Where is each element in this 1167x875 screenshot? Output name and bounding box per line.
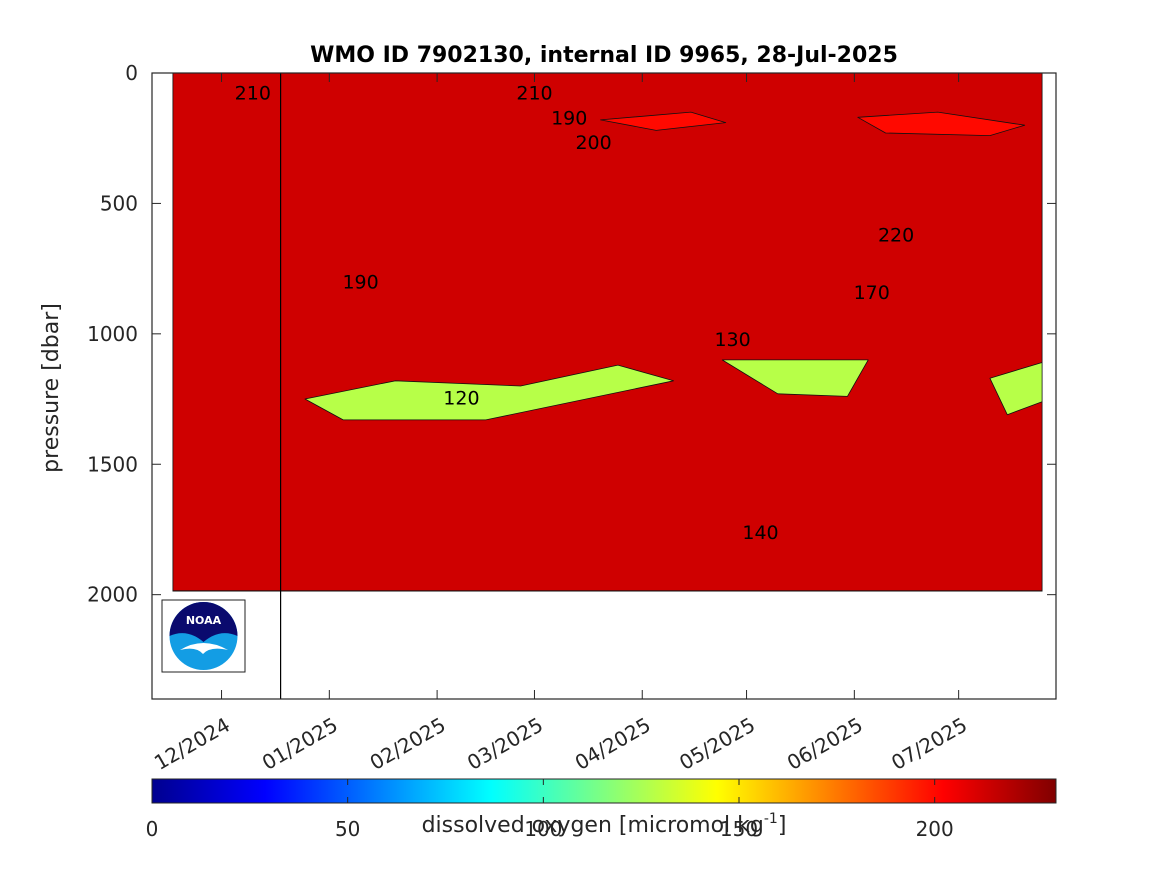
x-tick-label: 04/2025 bbox=[571, 713, 655, 775]
contour-island bbox=[304, 364, 674, 421]
x-tick-label: 05/2025 bbox=[675, 713, 759, 775]
contour-label: 210 bbox=[516, 83, 552, 105]
colorbar-tick-label: 200 bbox=[916, 817, 954, 841]
contour-label: 200 bbox=[575, 132, 611, 154]
x-tick-label: 01/2025 bbox=[258, 713, 342, 775]
oxygen-contour-islands bbox=[304, 111, 1043, 421]
x-tick-label: 03/2025 bbox=[463, 713, 547, 775]
y-tick-label: 1000 bbox=[87, 322, 138, 346]
y-tick-label: 2000 bbox=[87, 583, 138, 607]
colorbar bbox=[151, 778, 1057, 804]
svg-text:NOAA: NOAA bbox=[186, 614, 222, 627]
contour-label: 190 bbox=[551, 107, 587, 129]
noaa-logo: NOAA bbox=[161, 599, 246, 673]
contour-island bbox=[600, 111, 727, 131]
colorbar-ticks: 0 50 100 150 200 bbox=[146, 779, 954, 841]
x-tick-label: 06/2025 bbox=[783, 713, 867, 775]
colorbar-tick-label: 100 bbox=[524, 817, 562, 841]
contour-label: 140 bbox=[742, 522, 778, 544]
x-tick-label: 12/2024 bbox=[150, 713, 234, 775]
contour-island bbox=[721, 359, 869, 397]
contour-label: 120 bbox=[443, 388, 479, 410]
colorbar-tick-label: 50 bbox=[335, 817, 360, 841]
chart-title: WMO ID 7902130, internal ID 9965, 28-Jul… bbox=[310, 43, 898, 68]
y-axis: 0 500 1000 1500 2000 bbox=[87, 61, 1056, 607]
contour-label: 210 bbox=[235, 83, 271, 105]
y-tick-label: 1500 bbox=[87, 452, 138, 476]
x-tick-label: 07/2025 bbox=[887, 713, 971, 775]
contour-island bbox=[857, 111, 1026, 136]
plot-frame bbox=[151, 72, 1057, 700]
contour-band bbox=[172, 73, 1043, 592]
colorbar-label: dissolved oxygen [micromol kg-1] bbox=[422, 811, 787, 838]
x-tick-label: 02/2025 bbox=[366, 713, 450, 775]
contour-island bbox=[989, 362, 1043, 416]
contour-label: 220 bbox=[878, 225, 914, 247]
colorbar-tick-label: 150 bbox=[720, 817, 758, 841]
contour-label: 170 bbox=[854, 282, 890, 304]
contour-label: 190 bbox=[342, 272, 378, 294]
y-tick-label: 0 bbox=[125, 61, 138, 85]
contour-label: 130 bbox=[714, 329, 750, 351]
colorbar-tick-label: 0 bbox=[146, 817, 159, 841]
y-axis-label: pressure [dbar] bbox=[39, 303, 64, 473]
y-tick-label: 500 bbox=[100, 191, 138, 215]
